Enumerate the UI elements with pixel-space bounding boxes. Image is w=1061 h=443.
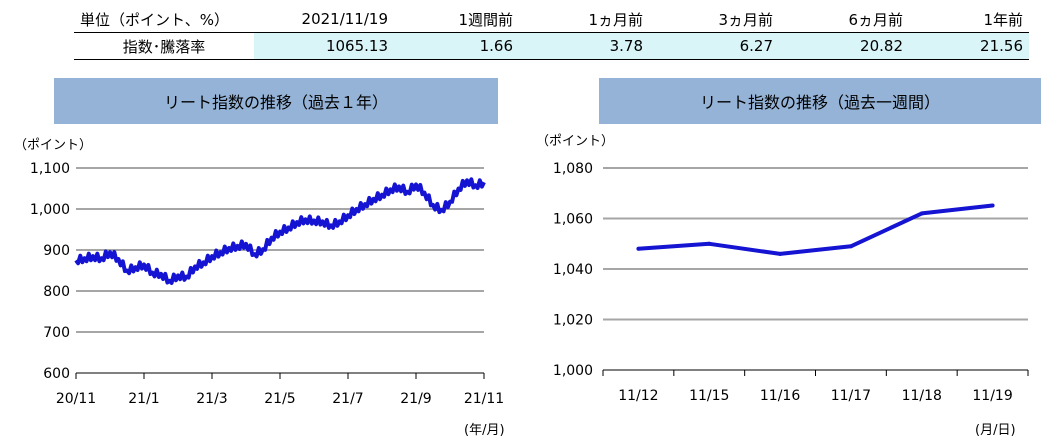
chart-1year-xlabel: (年/月) [464, 423, 505, 438]
y-tick-label: 1,060 [553, 212, 593, 228]
table-value-row: 指数･騰落率 1065.13 1.66 3.78 6.27 20.82 21.5… [74, 32, 1029, 60]
value-row-label: 指数･騰落率 [74, 32, 254, 60]
table-header-row: 単位（ポイント、%） 2021/11/19 1週間前 1ヵ月前 3ヵ月前 6ヵ月… [74, 6, 1029, 33]
x-tick-label: 11/15 [689, 388, 729, 404]
y-tick-label: 600 [43, 366, 70, 382]
change-1week-cell: 1.66 [394, 32, 519, 60]
y-tick-label: 700 [43, 325, 70, 341]
series-line-1week [638, 203, 993, 256]
data-point [919, 211, 924, 216]
chart-1week-ylabel: （ポイント） [536, 134, 615, 149]
x-tick-label: 11/12 [618, 388, 658, 404]
change-6month-cell: 20.82 [779, 32, 909, 60]
header-1month-cell: 1ヵ月前 [519, 6, 649, 33]
x-tick-label: 11/18 [902, 388, 942, 404]
data-point [707, 241, 712, 246]
x-tick-label: 21/1 [128, 391, 159, 407]
chart-1week-title: リート指数の推移（過去一週間） [599, 78, 1041, 124]
data-point [778, 251, 783, 256]
y-tick-label: 1,020 [553, 313, 593, 329]
chart-1year-title: リート指数の推移（過去１年） [54, 78, 498, 124]
series-line-1year [74, 177, 486, 285]
data-point [848, 244, 853, 249]
index-value-cell: 1065.13 [254, 32, 394, 60]
y-tick-label: 1,040 [553, 262, 593, 278]
summary-table: 単位（ポイント、%） 2021/11/19 1週間前 1ヵ月前 3ヵ月前 6ヵ月… [74, 6, 1029, 60]
x-tick-label: 21/3 [196, 391, 227, 407]
change-1year-cell: 21.56 [909, 32, 1029, 60]
y-tick-label: 900 [43, 243, 70, 259]
y-tick-label: 1,080 [553, 161, 593, 177]
header-1year-cell: 1年前 [909, 6, 1029, 33]
data-point [990, 203, 995, 208]
x-tick-label: 21/5 [264, 391, 295, 407]
data-point [636, 246, 641, 251]
header-date-cell: 2021/11/19 [254, 6, 394, 33]
y-tick-label: 1,100 [30, 161, 70, 177]
change-3month-cell: 6.27 [649, 32, 779, 60]
header-1week-cell: 1週間前 [394, 6, 519, 33]
header-3month-cell: 3ヵ月前 [649, 6, 779, 33]
y-tick-label: 800 [43, 284, 70, 300]
header-6month-cell: 6ヵ月前 [779, 6, 909, 33]
y-tick-label: 1,000 [30, 202, 70, 218]
x-tick-label: 21/7 [332, 391, 363, 407]
x-tick-label: 21/11 [464, 391, 504, 407]
x-tick-label: 11/19 [972, 388, 1012, 404]
header-unit-cell: 単位（ポイント、%） [74, 6, 254, 33]
x-tick-label: 11/16 [760, 388, 800, 404]
chart-1week-xlabel: (月/日) [975, 423, 1016, 438]
y-tick-label: 1,000 [553, 363, 593, 379]
x-tick-label: 21/9 [400, 391, 431, 407]
x-tick-label: 11/17 [831, 388, 871, 404]
chart-1year-ylabel: （ポイント） [14, 138, 93, 153]
x-tick-label: 20/11 [56, 391, 96, 407]
change-1month-cell: 3.78 [519, 32, 649, 60]
